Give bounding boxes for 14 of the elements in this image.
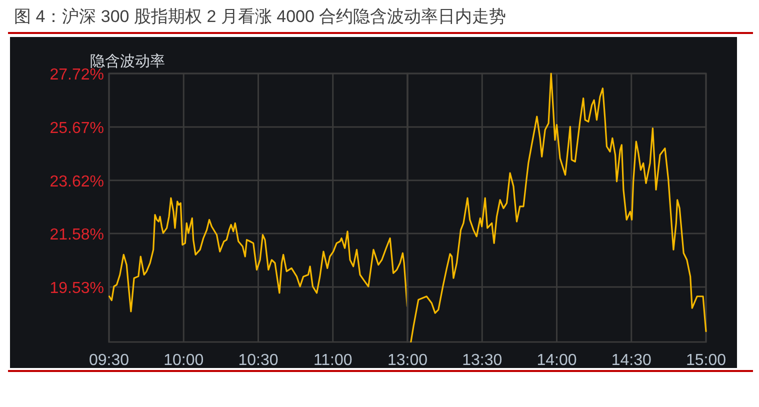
x-tick-label: 11:00 (313, 352, 352, 369)
y-tick-label: 23.62% (50, 173, 104, 190)
y-tick-label: 25.67% (50, 120, 104, 137)
y-tick-label: 21.58% (50, 226, 104, 244)
x-tick-label: 13:00 (387, 352, 428, 369)
x-tick-label: 09:30 (88, 352, 130, 369)
x-tick-label: 15:00 (686, 352, 726, 369)
y-tick-label: 19.53% (50, 280, 104, 297)
chart-title: 图 4：沪深 300 股指期权 2 月看涨 4000 合约隐含波动率日内走势 (14, 7, 506, 26)
x-tick-label: 10:30 (238, 352, 278, 369)
x-tick-label: 14:30 (611, 352, 652, 369)
x-tick-label: 14:00 (536, 352, 577, 369)
x-tick-label: 13:30 (462, 352, 502, 369)
x-tick-label: 10:00 (164, 352, 204, 369)
